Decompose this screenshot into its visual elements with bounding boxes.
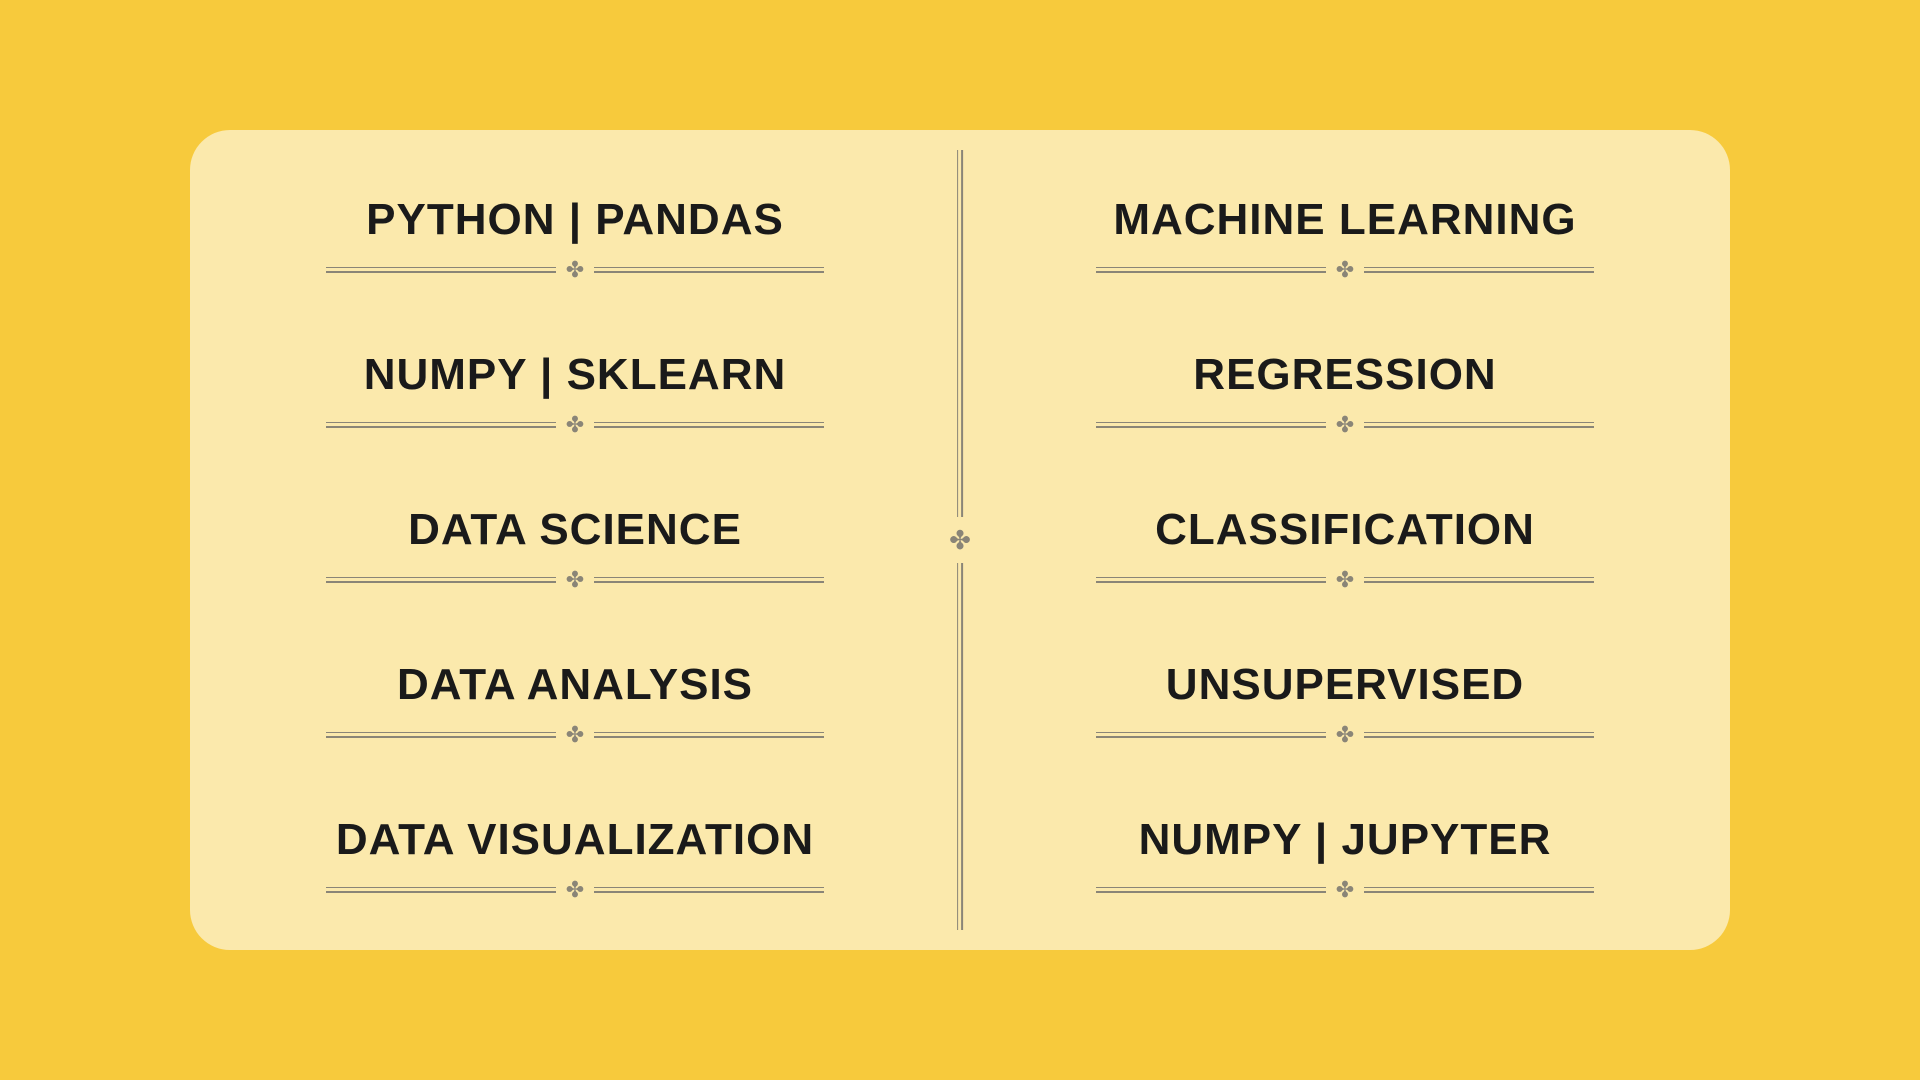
vertical-line-bottom <box>957 563 963 930</box>
ornament-glyph-icon: ✤ <box>1336 879 1354 901</box>
ornament-divider: ✤ <box>1096 414 1594 436</box>
ornament-line-right <box>1364 577 1594 583</box>
ornament-divider: ✤ <box>326 879 824 901</box>
list-item: REGRESSION ✤ <box>980 350 1710 436</box>
ornament-line-right <box>594 577 824 583</box>
ornament-line-right <box>594 267 824 273</box>
ornament-line-left <box>1096 422 1326 428</box>
ornament-divider: ✤ <box>326 259 824 281</box>
ornament-line-left <box>326 577 556 583</box>
item-label: DATA ANALYSIS <box>397 660 753 710</box>
item-label: MACHINE LEARNING <box>1113 195 1576 245</box>
vertical-divider: ✤ <box>949 150 971 930</box>
ornament-divider: ✤ <box>1096 879 1594 901</box>
list-item: CLASSIFICATION ✤ <box>980 505 1710 591</box>
ornament-glyph-icon: ✤ <box>566 414 584 436</box>
ornament-glyph-icon: ✤ <box>1336 259 1354 281</box>
ornament-divider: ✤ <box>1096 724 1594 746</box>
item-label: DATA SCIENCE <box>408 505 742 555</box>
ornament-divider: ✤ <box>326 569 824 591</box>
item-label: NUMPY | SKLEARN <box>364 350 787 400</box>
ornament-line-left <box>326 887 556 893</box>
ornament-glyph-icon: ✤ <box>566 724 584 746</box>
ornament-line-right <box>1364 267 1594 273</box>
item-label: NUMPY | JUPYTER <box>1139 815 1552 865</box>
ornament-line-left <box>1096 732 1326 738</box>
ornament-line-left <box>326 422 556 428</box>
item-label: CLASSIFICATION <box>1155 505 1535 555</box>
item-label: UNSUPERVISED <box>1166 660 1524 710</box>
right-column: MACHINE LEARNING ✤ REGRESSION ✤ CLASSIFI… <box>960 130 1730 950</box>
list-item: DATA ANALYSIS ✤ <box>210 660 940 746</box>
ornament-line-left <box>1096 577 1326 583</box>
item-label: REGRESSION <box>1193 350 1496 400</box>
ornament-line-left <box>326 267 556 273</box>
info-card: PYTHON | PANDAS ✤ NUMPY | SKLEARN ✤ DATA… <box>190 130 1730 950</box>
ornament-line-left <box>1096 267 1326 273</box>
list-item: MACHINE LEARNING ✤ <box>980 195 1710 281</box>
ornament-glyph-icon: ✤ <box>1336 724 1354 746</box>
ornament-divider: ✤ <box>1096 259 1594 281</box>
ornament-divider: ✤ <box>326 724 824 746</box>
list-item: UNSUPERVISED ✤ <box>980 660 1710 746</box>
ornament-line-right <box>1364 887 1594 893</box>
left-column: PYTHON | PANDAS ✤ NUMPY | SKLEARN ✤ DATA… <box>190 130 960 950</box>
ornament-line-left <box>1096 887 1326 893</box>
ornament-line-left <box>326 732 556 738</box>
ornament-line-right <box>594 422 824 428</box>
ornament-glyph-icon: ✤ <box>566 879 584 901</box>
item-label: PYTHON | PANDAS <box>366 195 784 245</box>
ornament-glyph-icon: ✤ <box>1336 569 1354 591</box>
item-label: DATA VISUALIZATION <box>336 815 814 865</box>
list-item: PYTHON | PANDAS ✤ <box>210 195 940 281</box>
ornament-glyph-icon: ✤ <box>1336 414 1354 436</box>
list-item: NUMPY | SKLEARN ✤ <box>210 350 940 436</box>
ornament-line-right <box>1364 732 1594 738</box>
list-item: DATA SCIENCE ✤ <box>210 505 940 591</box>
ornament-line-right <box>594 887 824 893</box>
ornament-divider: ✤ <box>1096 569 1594 591</box>
vertical-glyph-icon: ✤ <box>949 527 971 553</box>
vertical-line-top <box>957 150 963 517</box>
ornament-glyph-icon: ✤ <box>566 259 584 281</box>
ornament-divider: ✤ <box>326 414 824 436</box>
ornament-line-right <box>594 732 824 738</box>
ornament-line-right <box>1364 422 1594 428</box>
list-item: DATA VISUALIZATION ✤ <box>210 815 940 901</box>
ornament-glyph-icon: ✤ <box>566 569 584 591</box>
list-item: NUMPY | JUPYTER ✤ <box>980 815 1710 901</box>
